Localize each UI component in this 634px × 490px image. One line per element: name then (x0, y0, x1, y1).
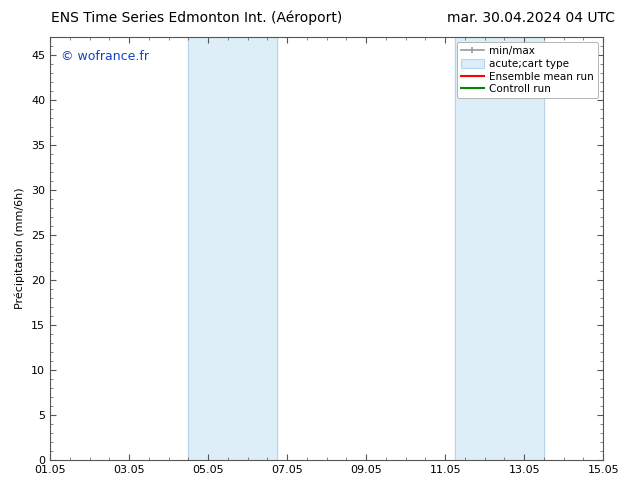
Text: mar. 30.04.2024 04 UTC: mar. 30.04.2024 04 UTC (447, 11, 615, 25)
Bar (455, 37, 544, 460)
Legend: min/max, acute;cart type, Ensemble mean run, Controll run: min/max, acute;cart type, Ensemble mean … (456, 42, 598, 98)
Y-axis label: Précipitation (mm/6h): Précipitation (mm/6h) (15, 188, 25, 309)
Text: ENS Time Series Edmonton Int. (Aéroport): ENS Time Series Edmonton Int. (Aéroport) (51, 11, 342, 25)
Bar (188, 37, 277, 460)
Text: © wofrance.fr: © wofrance.fr (61, 50, 149, 63)
